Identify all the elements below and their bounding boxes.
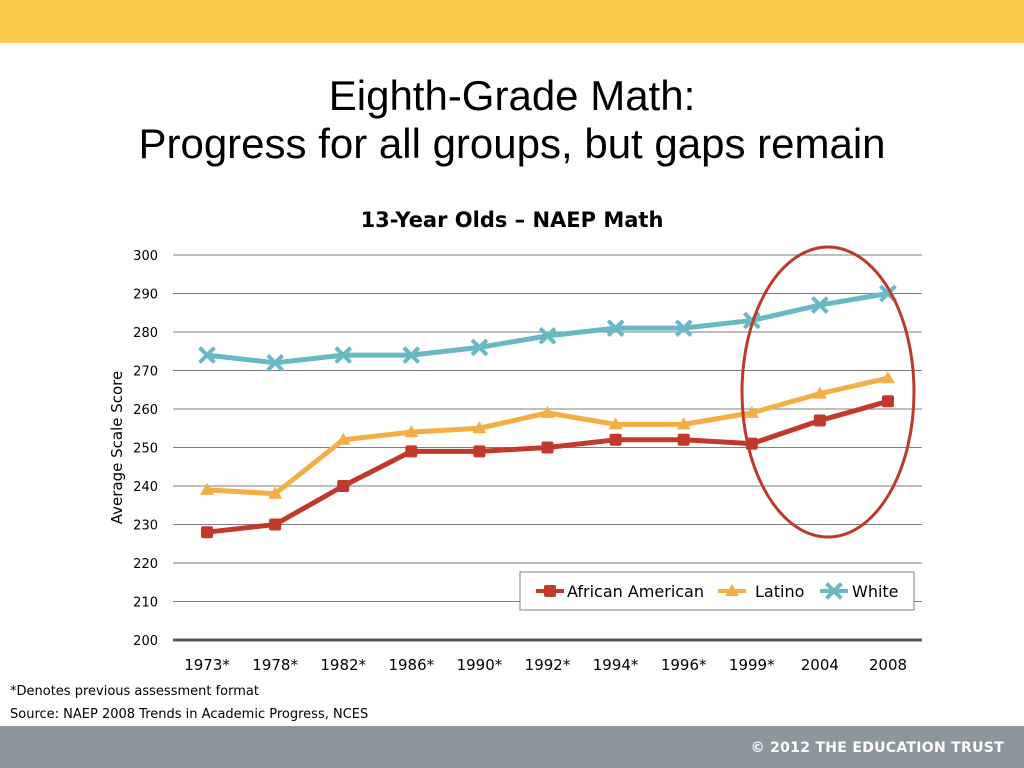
data-point-african-american: [269, 518, 282, 531]
data-point-white: [538, 327, 557, 345]
legend-box: [519, 571, 915, 611]
data-point-white: [266, 353, 284, 372]
bottom-bar: © 2012 THE EDUCATION TRUST: [0, 726, 1024, 768]
data-point-white: [674, 319, 693, 337]
x-tick-label: 1986*: [388, 656, 434, 674]
x-tick-label: 1982*: [320, 656, 366, 674]
x-tick-label: 1999*: [729, 656, 775, 674]
data-point-african-american: [813, 414, 826, 427]
data-point-african-american: [473, 445, 486, 458]
x-tick-label: 2008: [869, 656, 907, 674]
slide-title-line-1: Eighth-Grade Math:: [328, 72, 696, 119]
data-point-latino: [472, 421, 487, 434]
data-point-white: [402, 346, 421, 364]
y-tick-label: 240: [133, 480, 158, 495]
data-point-white: [334, 346, 353, 364]
y-tick-label: 200: [133, 634, 158, 649]
data-point-african-american: [541, 441, 554, 454]
x-tick-label: 1996*: [661, 656, 707, 674]
data-point-african-american: [201, 526, 214, 539]
legend-marker-latino: [725, 584, 739, 596]
y-tick-label: 220: [133, 557, 158, 572]
series-line-latino: [206, 375, 889, 497]
source-note: Source: NAEP 2008 Trends in Academic Pro…: [10, 707, 369, 722]
x-tick-label: 1973*: [184, 656, 230, 674]
slide-title: Eighth-Grade Math: Progress for all grou…: [0, 72, 1024, 168]
chart-title: 13-Year Olds – NAEP Math: [361, 208, 664, 232]
data-point-latino: [880, 371, 895, 384]
data-point-latino: [404, 425, 419, 438]
legend-marker-african-american: [544, 585, 556, 597]
copyright: © 2012 THE EDUCATION TRUST: [750, 740, 1004, 756]
data-point-african-american: [337, 480, 350, 492]
data-point-white: [606, 319, 625, 337]
y-tick-label: 250: [133, 442, 158, 457]
data-point-latino: [336, 432, 351, 445]
legend-marker-white: [825, 582, 843, 600]
y-tick-label: 300: [133, 249, 158, 264]
x-tick-label: 1978*: [252, 656, 298, 674]
data-point-white: [811, 296, 829, 314]
line-chart: 13-Year Olds – NAEP Math 200 210 220 230 240 2…: [108, 208, 922, 674]
highlight-circle: [740, 245, 916, 539]
y-tick-label: 230: [133, 519, 158, 534]
data-point-latino: [200, 482, 215, 495]
top-accent-bar: [0, 0, 1024, 43]
x-tick-label: 2004: [801, 656, 839, 674]
data-point-latino: [676, 417, 691, 430]
data-point-african-american: [881, 395, 894, 408]
data-point-latino: [540, 405, 555, 418]
y-tick-label: 280: [133, 326, 158, 341]
data-point-african-american: [405, 445, 418, 458]
x-tick-label: 1992*: [525, 656, 571, 674]
slide-title-line-2: Progress for all groups, but gaps remain: [138, 120, 886, 167]
data-point-african-american: [677, 433, 690, 446]
y-tick-label: 290: [133, 288, 158, 303]
data-point-latino: [268, 486, 283, 499]
data-point-latino: [608, 417, 623, 430]
data-point-white: [470, 338, 489, 357]
x-tick-label: 1990*: [457, 656, 503, 674]
footnote: *Denotes previous assessment format: [10, 684, 259, 699]
data-point-latino: [812, 386, 827, 399]
data-point-african-american: [609, 433, 622, 446]
data-point-white: [198, 346, 216, 364]
y-axis-label: Average Scale Score: [108, 371, 126, 525]
legend-label-african-american: African American: [567, 582, 704, 601]
series-line-white: [206, 291, 889, 366]
legend-label-white: White: [852, 582, 899, 601]
y-tick-label: 270: [133, 365, 158, 380]
y-tick-label: 210: [133, 596, 158, 611]
legend-label-latino: Latino: [755, 582, 804, 601]
x-tick-label: 1994*: [593, 656, 639, 674]
data-point-latino: [744, 405, 759, 418]
y-tick-label: 260: [133, 403, 158, 418]
